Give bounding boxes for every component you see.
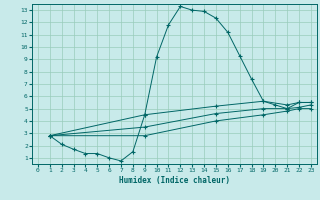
- X-axis label: Humidex (Indice chaleur): Humidex (Indice chaleur): [119, 176, 230, 185]
